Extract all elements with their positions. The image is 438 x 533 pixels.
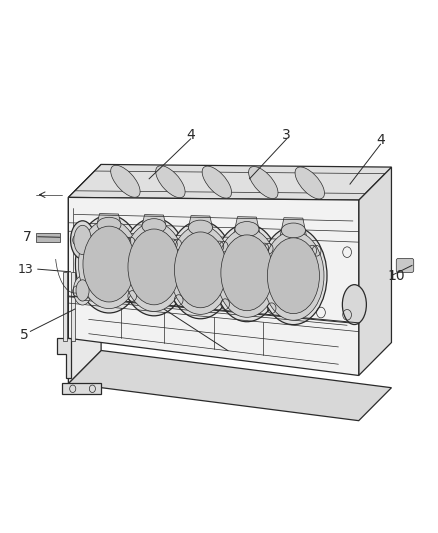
Ellipse shape: [75, 215, 143, 313]
Ellipse shape: [221, 235, 273, 311]
Polygon shape: [63, 272, 67, 341]
Ellipse shape: [97, 217, 121, 232]
Ellipse shape: [111, 165, 140, 197]
Text: 5: 5: [20, 328, 29, 342]
Polygon shape: [68, 165, 392, 200]
Ellipse shape: [267, 238, 319, 313]
Ellipse shape: [170, 225, 231, 314]
Polygon shape: [359, 167, 392, 375]
Ellipse shape: [76, 280, 89, 301]
Polygon shape: [96, 214, 122, 230]
Polygon shape: [68, 165, 101, 383]
Polygon shape: [68, 197, 359, 375]
Ellipse shape: [78, 220, 140, 309]
Ellipse shape: [155, 166, 185, 198]
Polygon shape: [62, 383, 101, 394]
Polygon shape: [35, 233, 60, 241]
Ellipse shape: [281, 223, 305, 238]
Ellipse shape: [188, 220, 212, 235]
Text: 10: 10: [387, 269, 405, 282]
Ellipse shape: [343, 285, 366, 325]
Ellipse shape: [216, 228, 278, 317]
Polygon shape: [57, 338, 71, 378]
Polygon shape: [234, 216, 260, 235]
Polygon shape: [280, 217, 307, 237]
Text: 13: 13: [18, 263, 34, 276]
Ellipse shape: [74, 276, 92, 305]
Text: 4: 4: [376, 133, 385, 147]
Polygon shape: [71, 272, 75, 341]
Ellipse shape: [128, 229, 180, 305]
Ellipse shape: [74, 225, 91, 255]
Text: 4: 4: [186, 128, 195, 142]
Polygon shape: [68, 351, 392, 421]
Ellipse shape: [167, 221, 234, 319]
Ellipse shape: [142, 219, 166, 233]
Ellipse shape: [71, 221, 95, 259]
Ellipse shape: [213, 224, 281, 322]
Ellipse shape: [263, 231, 324, 320]
Ellipse shape: [83, 226, 135, 302]
Polygon shape: [187, 216, 214, 233]
Ellipse shape: [202, 166, 232, 198]
Ellipse shape: [235, 222, 259, 237]
Ellipse shape: [249, 166, 278, 199]
Ellipse shape: [295, 167, 325, 199]
Text: 3: 3: [283, 128, 291, 142]
Ellipse shape: [120, 218, 187, 316]
Polygon shape: [141, 215, 167, 232]
FancyBboxPatch shape: [396, 259, 414, 272]
Text: 7: 7: [22, 230, 31, 244]
Ellipse shape: [174, 232, 226, 308]
Ellipse shape: [260, 227, 327, 325]
Ellipse shape: [124, 222, 184, 311]
